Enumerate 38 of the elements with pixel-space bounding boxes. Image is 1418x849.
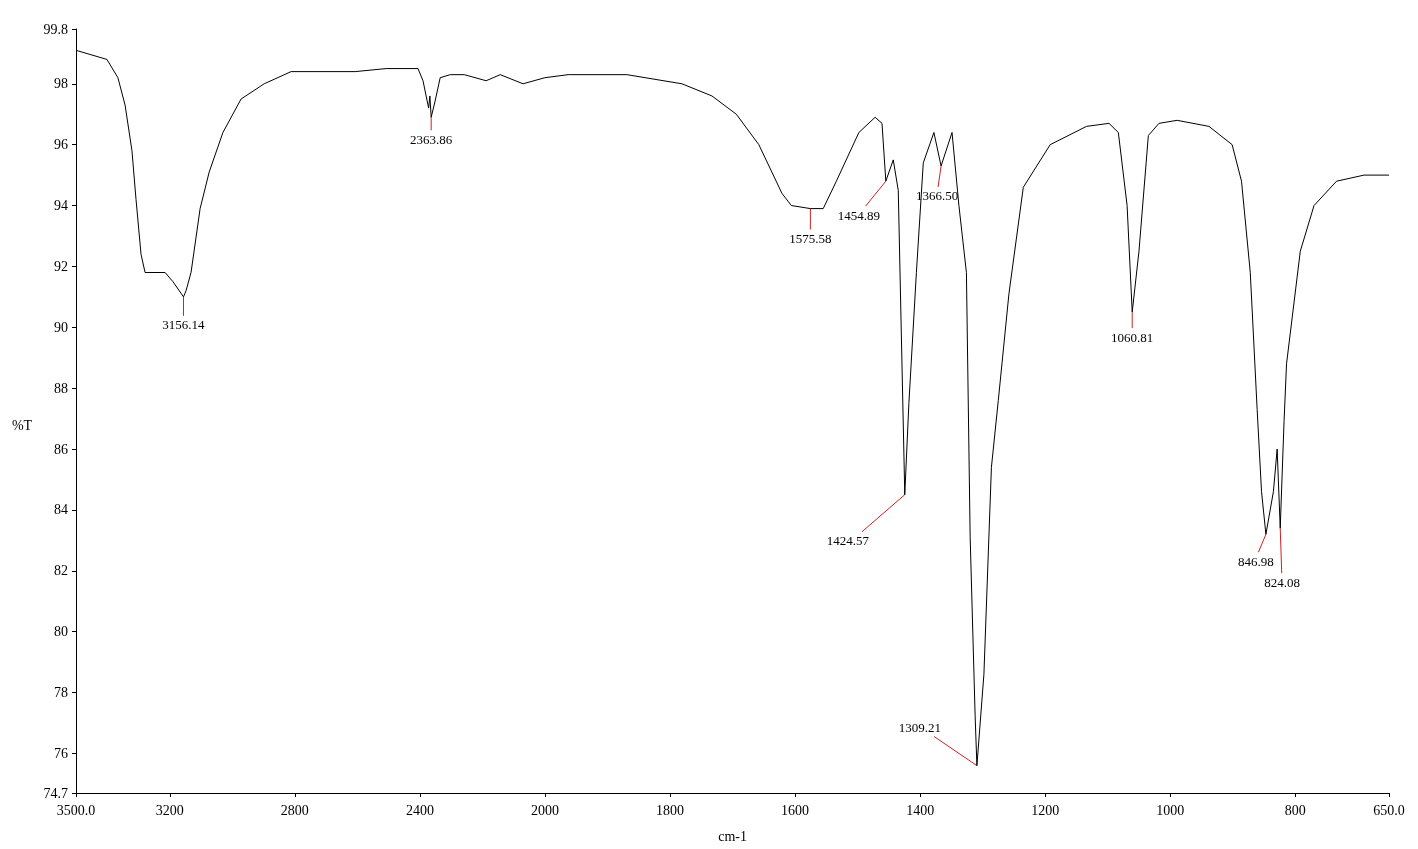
annotation: 1424.57 bbox=[826, 533, 870, 549]
x-tick-label: 650.0 bbox=[1373, 802, 1405, 818]
x-tick-label: 1200 bbox=[1031, 802, 1060, 818]
y-tick-label: 86 bbox=[54, 441, 68, 457]
y-tick-label: 80 bbox=[54, 624, 68, 640]
x-tick-label: 1600 bbox=[781, 802, 810, 818]
y-tick-label: 84 bbox=[54, 502, 68, 518]
x-tick-label: 3500.0 bbox=[56, 802, 96, 818]
x-tick-label: 2000 bbox=[530, 802, 559, 818]
y-tick-label: 78 bbox=[54, 685, 68, 701]
annotation: 1575.58 bbox=[789, 231, 832, 247]
y-tick-label: 98 bbox=[54, 76, 68, 92]
y-tick-label: 99.8 bbox=[43, 21, 68, 37]
y-tick-label: 88 bbox=[54, 380, 68, 396]
annotation: 2363.86 bbox=[410, 131, 453, 147]
y-tick-label: 92 bbox=[54, 258, 68, 274]
x-tick-label: 1400 bbox=[906, 802, 935, 818]
y-tick-label: 76 bbox=[54, 745, 68, 761]
annotation: 846.98 bbox=[1237, 553, 1274, 569]
y-tick-label: 90 bbox=[54, 319, 68, 335]
annotation: 824.08 bbox=[1264, 574, 1301, 590]
y-tick-label: 82 bbox=[54, 563, 68, 579]
y-tick-label: 94 bbox=[54, 198, 68, 214]
annotation: 1060.81 bbox=[1111, 329, 1154, 345]
x-tick-label: 800 bbox=[1284, 802, 1306, 818]
x-tick-label: 2400 bbox=[405, 802, 434, 818]
y-tick-label: 96 bbox=[54, 137, 68, 153]
x-tick-label: 3200 bbox=[155, 802, 184, 818]
x-tick-label: 1000 bbox=[1156, 802, 1185, 818]
annotation: 1366.50 bbox=[915, 188, 959, 204]
x-axis-title: cm-1 bbox=[718, 828, 747, 844]
x-tick-label: 2800 bbox=[280, 802, 309, 818]
annotation: 1309.21 bbox=[898, 720, 941, 736]
y-axis-title: %T bbox=[11, 417, 33, 433]
annotation: 3156.14 bbox=[162, 317, 206, 333]
x-tick-label: 1800 bbox=[655, 802, 684, 818]
annotation: 1454.89 bbox=[837, 207, 880, 223]
y-tick-label: 74.7 bbox=[43, 785, 68, 801]
